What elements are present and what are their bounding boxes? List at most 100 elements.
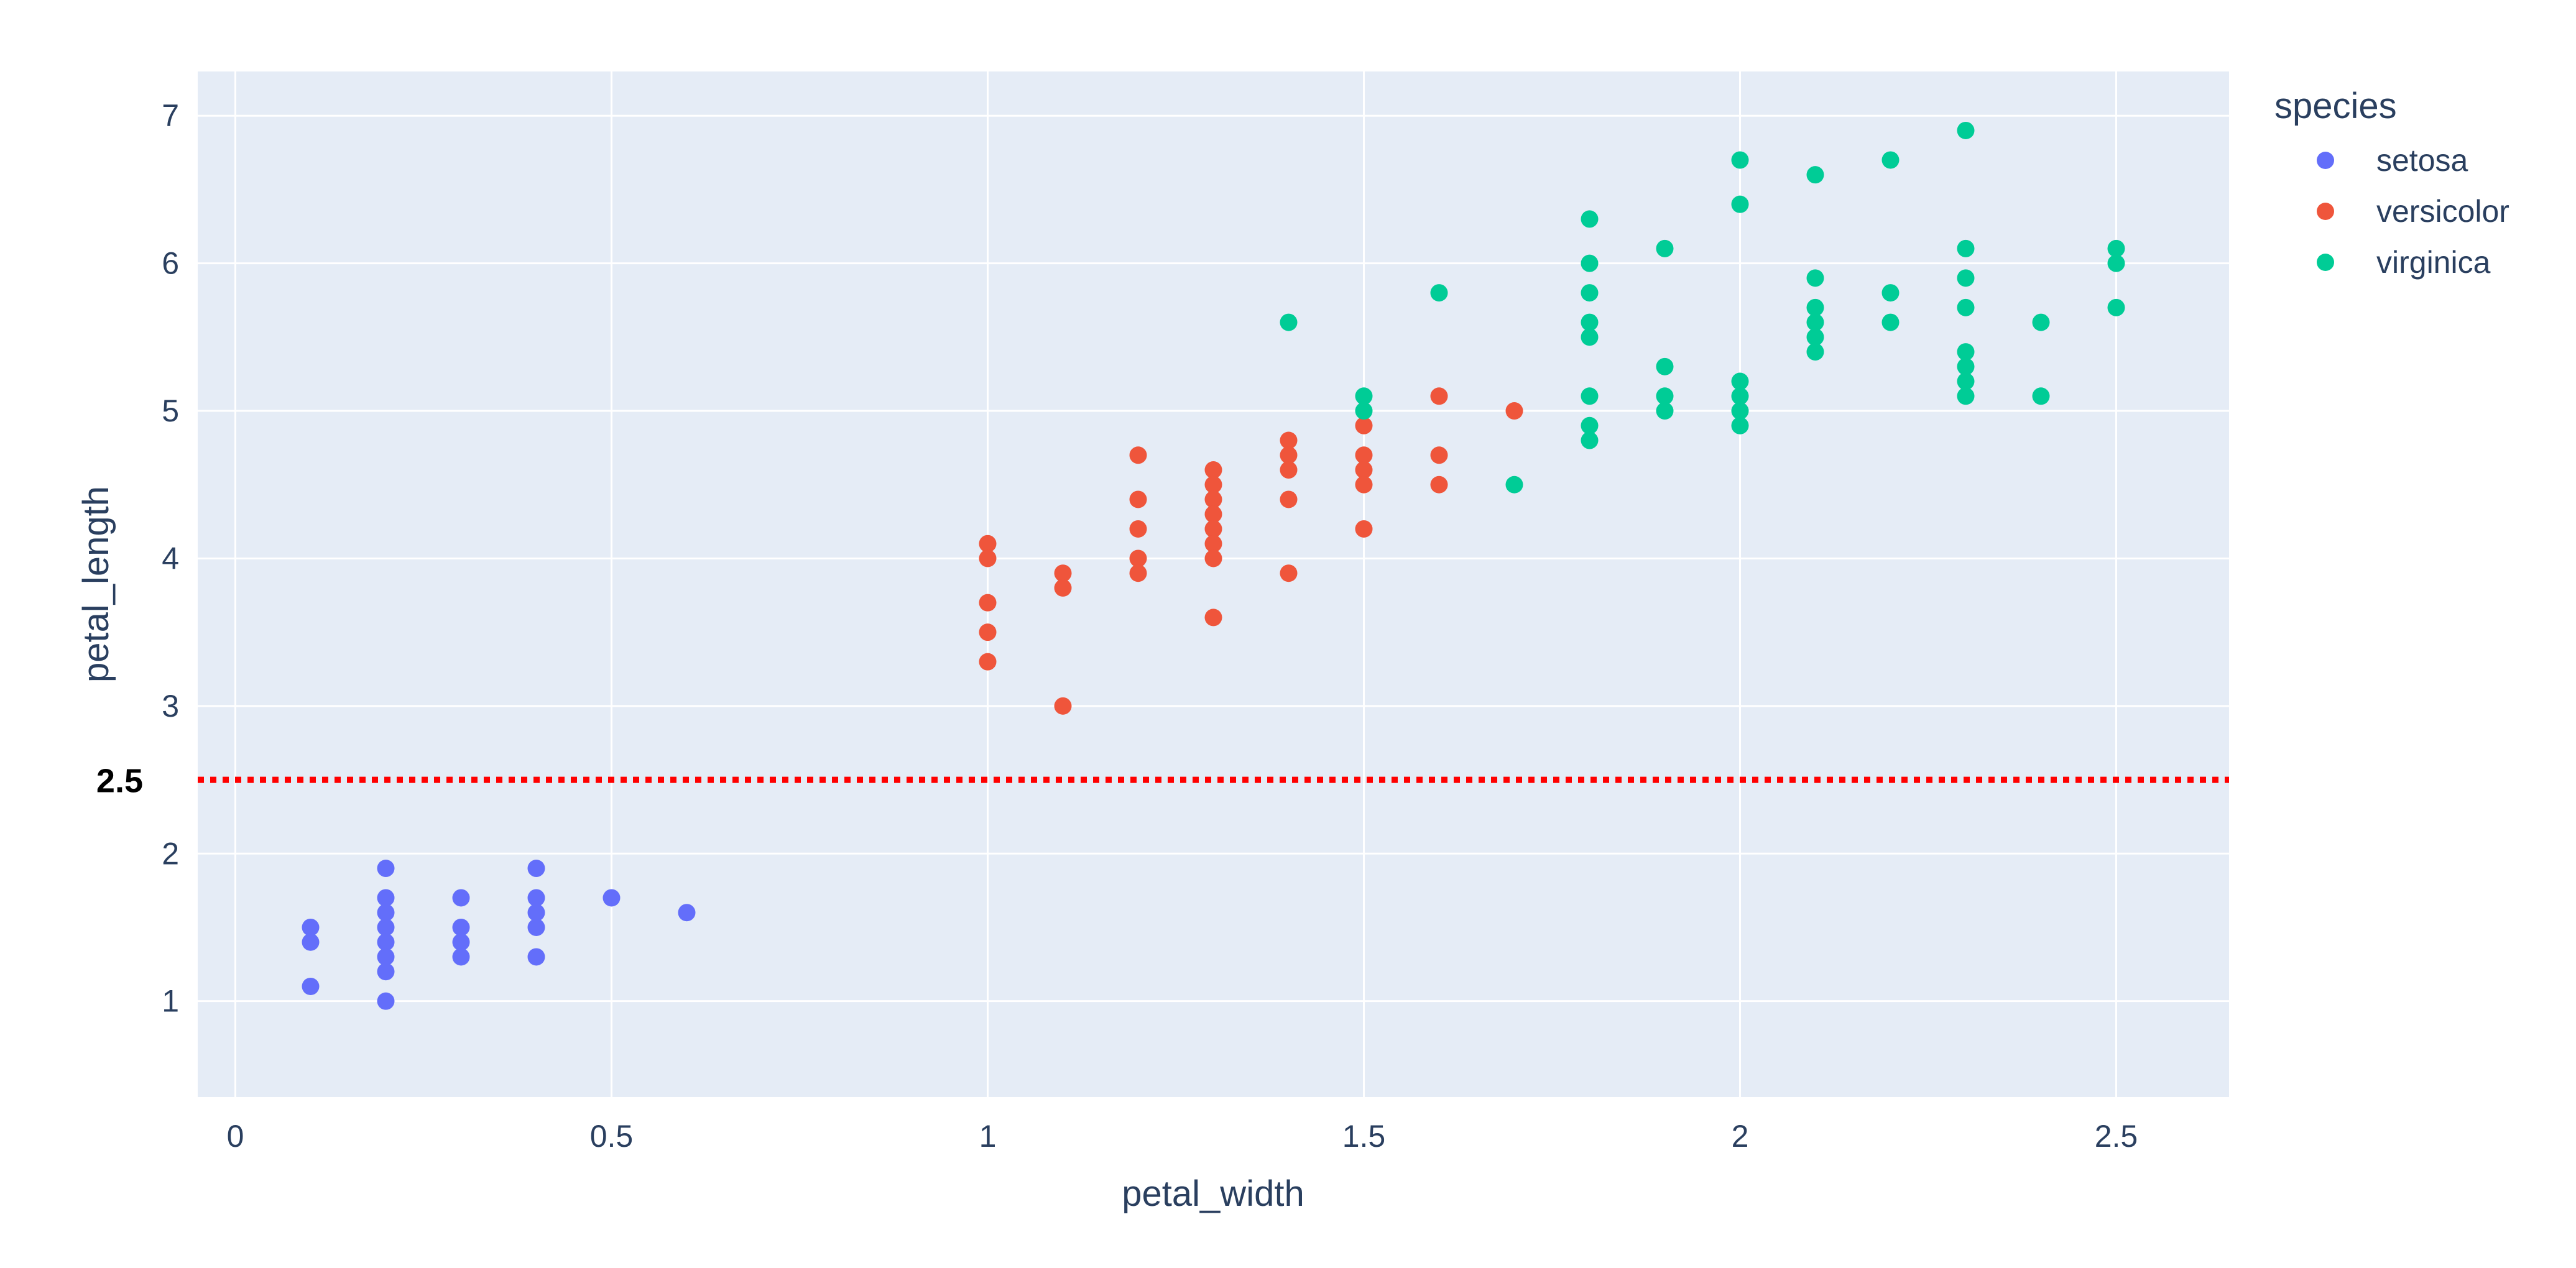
data-point (377, 992, 395, 1010)
data-point (1280, 461, 1298, 479)
data-point (1731, 387, 1749, 405)
data-point (1881, 151, 1900, 169)
data-point (1806, 343, 1824, 361)
data-point (1204, 609, 1222, 627)
data-point (1355, 446, 1373, 464)
data-point (1355, 461, 1373, 479)
data-point (377, 933, 395, 951)
data-point (527, 860, 545, 878)
data-point (1355, 387, 1373, 405)
data-point (1129, 520, 1147, 538)
data-point (1731, 372, 1749, 390)
data-point (1581, 416, 1599, 434)
x-tick-label: 1.5 (1342, 1119, 1386, 1154)
data-point (2107, 239, 2125, 257)
x-tick-label: 2 (1732, 1119, 1749, 1154)
legend-title: species (2274, 86, 2397, 126)
data-point (1731, 416, 1749, 434)
data-point (302, 977, 320, 995)
data-point (2032, 313, 2050, 331)
data-point (1280, 490, 1298, 508)
data-point (1204, 505, 1222, 523)
data-point (452, 889, 470, 907)
data-point (602, 889, 621, 907)
y-axis-title: petal_length (76, 486, 116, 682)
x-axis-title: petal_width (1122, 1174, 1304, 1214)
data-point (1129, 549, 1147, 567)
data-point (1581, 254, 1599, 272)
data-point (979, 623, 997, 641)
data-point (1054, 564, 1072, 582)
data-point (1806, 269, 1824, 287)
plot-area (198, 71, 2229, 1097)
data-point (377, 948, 395, 966)
data-point (678, 904, 696, 922)
data-point (1656, 387, 1674, 405)
data-point (1957, 387, 1975, 405)
data-point (1280, 313, 1298, 331)
data-point (1957, 357, 1975, 375)
data-point (1731, 402, 1749, 420)
data-point (1355, 416, 1373, 434)
data-point (979, 535, 997, 553)
y-tick-label: 7 (162, 98, 179, 133)
data-point (1430, 446, 1448, 464)
legend-marker (2317, 254, 2334, 271)
data-point (1881, 284, 1900, 302)
data-point (1505, 402, 1523, 420)
data-point (1204, 520, 1222, 538)
data-points (302, 121, 2125, 1010)
data-point (1957, 343, 1975, 361)
data-point (377, 904, 395, 922)
data-point (1204, 476, 1222, 494)
data-point (377, 918, 395, 936)
y-tick-label: 3 (162, 689, 179, 724)
reference-line-group: 2.5 (96, 763, 2229, 800)
data-point (1957, 269, 1975, 287)
data-point (452, 918, 470, 936)
data-point (1054, 579, 1072, 597)
data-point (1957, 372, 1975, 390)
data-point (1129, 446, 1147, 464)
data-point (1957, 239, 1975, 257)
data-point (979, 594, 997, 612)
data-point (1355, 520, 1373, 538)
data-point (979, 653, 997, 671)
y-tick-label: 5 (162, 393, 179, 428)
legend-item-versicolor[interactable]: versicolor (2317, 194, 2509, 229)
data-point (527, 948, 545, 966)
legend-marker (2317, 203, 2334, 220)
data-point (1806, 298, 1824, 316)
data-point (1957, 298, 1975, 316)
data-point (1581, 431, 1599, 449)
data-point (302, 933, 320, 951)
series-setosa (302, 860, 696, 1010)
data-point (1581, 210, 1599, 228)
data-point (302, 918, 320, 936)
data-point (2107, 254, 2125, 272)
data-point (1204, 461, 1222, 479)
axis-ticks: 0 0.5 1 1.5 2 2.5 1 2 3 4 5 6 7 (162, 98, 2138, 1154)
data-point (1581, 313, 1599, 331)
y-tick-label: 2 (162, 836, 179, 871)
x-tick-label: 0 (227, 1119, 244, 1154)
y-tick-label: 4 (162, 541, 179, 576)
x-tick-label: 1 (979, 1119, 997, 1154)
x-tick-label: 2.5 (2095, 1119, 2138, 1154)
data-point (1806, 313, 1824, 331)
data-point (527, 904, 545, 922)
data-point (1806, 328, 1824, 346)
legend-item-virginica[interactable]: virginica (2317, 245, 2491, 280)
data-point (2107, 298, 2125, 316)
data-point (1054, 697, 1072, 715)
x-tick-label: 0.5 (590, 1119, 634, 1154)
data-point (452, 933, 470, 951)
data-point (1430, 476, 1448, 494)
data-point (1430, 387, 1448, 405)
legend-item-setosa[interactable]: setosa (2317, 143, 2468, 178)
data-point (377, 963, 395, 981)
data-point (1204, 549, 1222, 567)
data-point (1280, 431, 1298, 449)
data-point (1731, 195, 1749, 213)
